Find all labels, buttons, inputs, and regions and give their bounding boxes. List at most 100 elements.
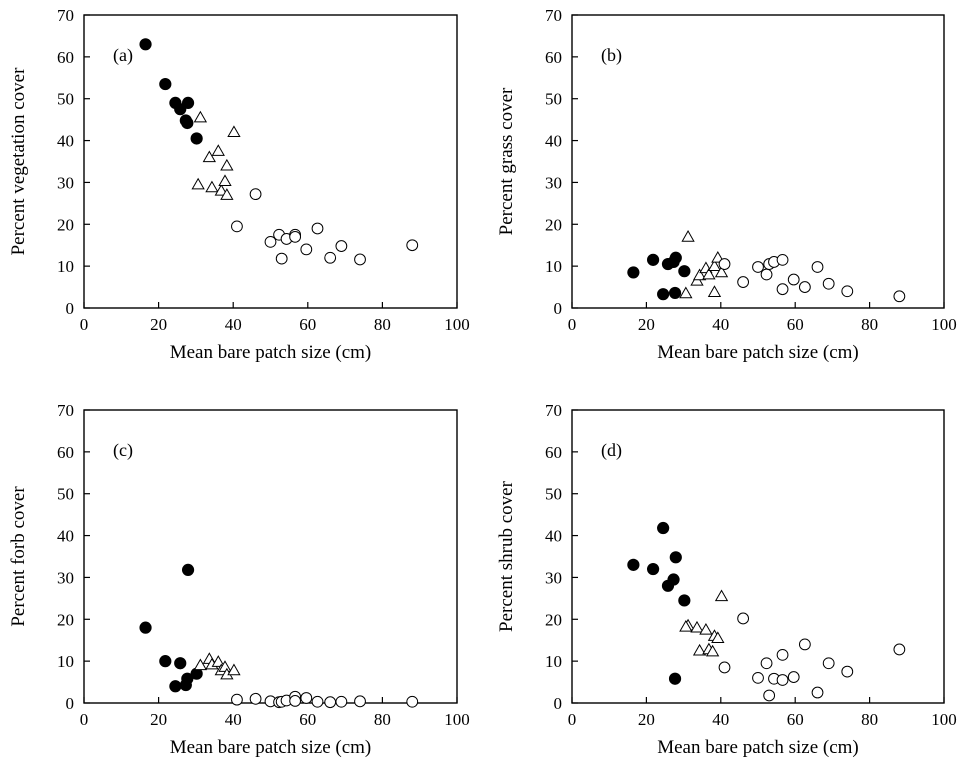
data-point-open-triangle: [193, 110, 208, 123]
data-point-filled-circle: [139, 621, 152, 634]
data-point-open-circle: [354, 695, 366, 708]
x-tick-label: 20: [150, 710, 167, 729]
data-point-open-circle: [841, 285, 854, 298]
y-tick-label: 50: [545, 485, 562, 504]
data-point-open-circle: [776, 283, 789, 296]
y-tick-label: 10: [57, 652, 74, 671]
data-point-open-triangle: [211, 144, 225, 156]
x-tick-label: 100: [931, 710, 957, 729]
data-point-open-triangle: [218, 174, 232, 187]
y-axis-title: Percent grass cover: [496, 87, 517, 235]
data-point-open-circle: [289, 695, 302, 707]
y-tick-label: 30: [57, 568, 74, 587]
y-tick-label: 20: [545, 610, 562, 629]
y-axis-title: Percent vegetation cover: [8, 67, 29, 255]
y-tick-label: 40: [57, 527, 74, 546]
y-tick-label: 20: [57, 610, 74, 629]
x-tick-label: 60: [299, 710, 316, 729]
data-point-open-triangle: [220, 188, 234, 200]
y-tick-label: 0: [66, 694, 75, 713]
x-tick-label: 0: [568, 315, 577, 334]
data-point-filled-circle: [190, 132, 203, 145]
x-tick-label: 60: [299, 315, 316, 334]
data-point-open-circle: [776, 674, 789, 686]
y-tick-label: 0: [66, 299, 75, 318]
data-point-open-triangle: [227, 125, 241, 138]
y-tick-label: 70: [545, 401, 562, 420]
data-point-open-circle: [811, 686, 824, 699]
x-tick-label: 80: [374, 315, 391, 334]
data-point-open-triangle: [692, 268, 707, 281]
data-point-open-circle: [335, 695, 348, 708]
panel-label: (b): [601, 45, 622, 66]
data-point-open-circle: [300, 692, 313, 704]
data-point-filled-circle: [181, 672, 194, 685]
y-tick-label: 50: [57, 485, 74, 504]
x-tick-label: 40: [712, 315, 729, 334]
plot-frame: [83, 409, 458, 704]
data-point-open-triangle: [193, 658, 208, 671]
data-point-open-triangle: [705, 644, 720, 657]
data-point-open-circle: [300, 243, 313, 256]
data-point-filled-circle: [668, 286, 682, 300]
panel-c: 0 20 40 60 80 100 0 10 20 30 40 50 60 70 Mean bare pat…: [8, 401, 470, 758]
data-point-open-circle: [776, 253, 789, 266]
y-tick-label: 40: [545, 132, 562, 151]
data-point-open-triangle: [679, 620, 693, 632]
data-point-filled-circle: [181, 563, 195, 576]
data-point-open-circle: [231, 693, 243, 706]
x-tick-label: 0: [80, 710, 89, 729]
y-tick-label: 60: [545, 443, 562, 462]
data-point-open-triangle: [205, 180, 219, 193]
data-point-open-triangle: [699, 622, 713, 635]
data-point-open-circle: [760, 268, 773, 281]
data-point-open-circle: [752, 261, 764, 273]
y-tick-label: 30: [545, 568, 562, 587]
y-tick-label: 50: [545, 90, 562, 109]
y-tick-label: 10: [545, 652, 562, 671]
x-tick-label: 0: [568, 710, 577, 729]
data-point-open-circle: [787, 273, 800, 286]
data-point-open-triangle: [711, 631, 725, 643]
data-point-filled-circle: [181, 96, 195, 110]
panel-b: 0 20 40 60 80 100 0 10 20 30 40 50 60 70 Mean bare pat…: [496, 6, 957, 363]
data-point-filled-circle: [646, 562, 660, 576]
x-tick-label: 80: [861, 710, 878, 729]
data-point-open-triangle: [707, 259, 722, 271]
data-point-filled-circle: [627, 558, 640, 571]
x-tick-label: 100: [444, 315, 470, 334]
panel-label: (a): [113, 45, 133, 66]
data-point-filled-circle: [159, 655, 172, 668]
data-point-filled-circle: [139, 38, 152, 51]
panel-a: 0 20 40 60 80 100 0 10 20 30 40 50 60 70 Mean bare pat…: [8, 6, 470, 363]
x-tick-label: 20: [638, 315, 655, 334]
y-tick-label: 60: [545, 48, 562, 67]
data-point-open-triangle: [707, 285, 722, 297]
data-point-open-triangle: [692, 643, 707, 656]
y-tick-label: 10: [545, 257, 562, 276]
data-point-filled-circle: [174, 657, 187, 670]
data-point-filled-circle: [646, 253, 660, 266]
data-point-open-circle: [324, 251, 337, 264]
data-point-open-circle: [798, 638, 811, 651]
x-tick-label: 40: [225, 315, 242, 334]
x-tick-label: 60: [787, 710, 804, 729]
data-point-open-circle: [737, 276, 750, 288]
data-point-filled-circle: [678, 594, 691, 607]
x-tick-label: 100: [931, 315, 957, 334]
data-point-open-circle: [776, 648, 789, 661]
data-point-open-circle: [737, 612, 750, 625]
x-axis-title: Mean bare patch size (cm): [170, 342, 372, 363]
data-point-open-triangle: [191, 177, 205, 190]
y-tick-label: 40: [545, 527, 562, 546]
data-point-open-circle: [811, 261, 824, 273]
data-point-open-circle: [841, 665, 854, 678]
data-point-filled-circle: [657, 521, 670, 535]
y-tick-label: 60: [57, 48, 74, 67]
data-point-open-circle: [275, 252, 288, 265]
data-point-open-triangle: [681, 230, 695, 242]
data-point-open-triangle: [202, 150, 216, 163]
x-axis-title: Mean bare patch size (cm): [657, 737, 859, 758]
data-point-open-circle: [822, 657, 835, 670]
x-axis-title: Mean bare patch size (cm): [170, 737, 372, 758]
